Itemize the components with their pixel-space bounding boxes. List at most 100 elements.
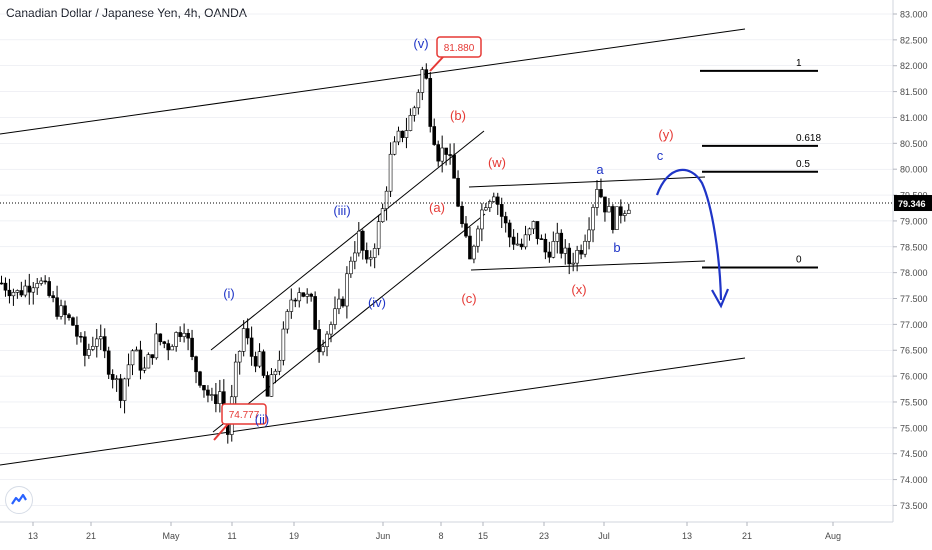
candle-body <box>110 374 115 380</box>
candle-body <box>3 282 8 291</box>
candle-body <box>43 280 47 283</box>
candle-body <box>67 314 71 319</box>
candle-body <box>563 247 568 254</box>
candle-body <box>91 346 95 350</box>
candle-body <box>599 189 603 198</box>
candle-body <box>237 351 242 363</box>
candle-body <box>416 92 421 109</box>
wave-label: (iv) <box>368 295 386 310</box>
wave-label: c <box>657 148 664 163</box>
candle-body <box>329 324 333 335</box>
candle-body <box>337 298 341 310</box>
candle-body <box>11 292 16 297</box>
candle-body <box>102 336 107 352</box>
candle-body <box>249 337 254 357</box>
candle-body <box>356 230 361 254</box>
grid-layer <box>0 13 893 506</box>
lower-channel-line <box>0 357 746 466</box>
candle-body <box>571 262 575 265</box>
candle-body <box>0 282 4 285</box>
price-tick-label: 76.000 <box>900 372 928 382</box>
time-tick-label: May <box>162 531 180 541</box>
candle-body <box>488 201 492 208</box>
candle-body <box>615 206 619 230</box>
candle-body <box>547 251 552 258</box>
price-tick-label: 82.000 <box>900 61 928 71</box>
candle-body <box>360 230 365 251</box>
candle-body <box>7 289 12 297</box>
candle-body <box>535 221 540 239</box>
candle-body <box>166 343 171 351</box>
time-tick-label: 15 <box>478 531 488 541</box>
candle-body <box>452 154 456 179</box>
candle-body <box>218 391 222 404</box>
time-tick-label: 19 <box>289 531 299 541</box>
candle-body <box>603 196 607 213</box>
candle-body <box>114 378 119 381</box>
drawing-tools: 1 0.618 0.5 0 <box>0 28 821 466</box>
candle-body <box>98 336 103 340</box>
triangle-lower-line <box>470 260 706 271</box>
candle-body <box>55 297 59 317</box>
price-tick-label: 78.500 <box>900 242 928 252</box>
candle-body <box>456 177 460 207</box>
candle-body <box>277 359 282 372</box>
fib-level-label: 0 <box>796 254 802 265</box>
candle-body <box>484 207 488 211</box>
candle-body <box>35 283 40 289</box>
candle-body <box>559 232 564 254</box>
candle-body <box>626 209 631 214</box>
candle-body <box>126 364 131 380</box>
candle-body <box>202 385 206 391</box>
candle-body <box>619 206 623 216</box>
candle-body <box>515 243 520 246</box>
callout-box <box>436 36 482 58</box>
projection-curve <box>655 168 723 301</box>
price-callouts: 81.880 74.777 <box>213 36 482 441</box>
candle-body <box>353 252 357 262</box>
candle-body <box>51 295 55 299</box>
candle-body <box>341 298 345 307</box>
candle-body <box>305 293 309 297</box>
candle-body <box>507 222 512 238</box>
time-tick-label: 13 <box>28 531 38 541</box>
price-tick-label: 83.000 <box>900 10 928 20</box>
candle-body <box>480 209 484 230</box>
wave-label: (w) <box>488 155 506 170</box>
candle-body <box>194 356 198 373</box>
projection-arrow <box>655 168 730 309</box>
wave-labels: (v) (i) (ii) (iii) (iv) (a) (b) (c) (w) (x) (y) a b c <box>223 36 673 427</box>
candle-body <box>523 234 528 248</box>
candle-body <box>424 69 429 79</box>
wave-label: (y) <box>658 127 673 142</box>
triangle-upper-line <box>468 176 706 188</box>
candle-body <box>285 311 290 330</box>
candle-body <box>130 350 135 366</box>
candle-body <box>134 349 139 352</box>
candle-body <box>519 243 524 248</box>
price-tick-label: 76.500 <box>900 346 928 356</box>
candle-body <box>555 232 560 242</box>
candle-body <box>531 221 536 230</box>
candle-body <box>408 115 413 131</box>
tradingview-logo[interactable] <box>5 486 33 514</box>
candle-body <box>31 287 36 293</box>
price-tick-label: 75.000 <box>900 423 928 433</box>
candle-body <box>436 144 441 162</box>
candle-body <box>281 328 286 361</box>
candle-body <box>622 213 627 216</box>
candle-body <box>297 292 302 302</box>
candle-body <box>182 332 186 337</box>
wave-label: (iii) <box>333 203 350 218</box>
candle-body <box>233 361 238 398</box>
candle-body <box>491 196 496 202</box>
time-tick-label: 13 <box>682 531 692 541</box>
time-axis: 13 21 May 11 19 Jun 8 15 23 Jul 13 21 Aug <box>0 521 893 541</box>
candle-body <box>261 351 266 376</box>
price-tick-label: 74.500 <box>900 449 928 459</box>
candle-body <box>75 324 79 337</box>
price-tick-label: 82.500 <box>900 35 928 45</box>
candle-body <box>206 389 210 396</box>
callout-label: 74.777 <box>229 410 260 421</box>
